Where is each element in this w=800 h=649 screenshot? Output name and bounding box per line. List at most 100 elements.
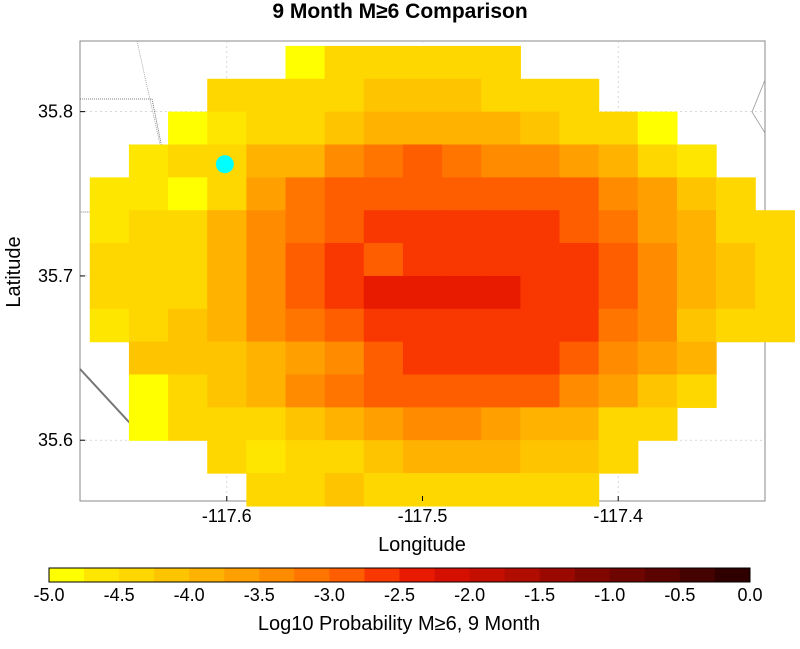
colorbar-tick-label: -4.0 <box>174 585 205 605</box>
heatmap-cell <box>324 210 365 244</box>
heatmap-cell <box>207 111 247 146</box>
heatmap-cell <box>637 144 678 178</box>
colorbar-swatch <box>294 568 330 582</box>
colorbar-tick-label: -1.0 <box>594 585 625 605</box>
heatmap-cell <box>676 341 717 376</box>
heatmap-cell <box>285 45 326 80</box>
heatmap-cell <box>520 341 561 376</box>
colorbar-swatch <box>329 568 365 582</box>
heatmap-cell <box>559 210 600 244</box>
colorbar-swatch <box>189 568 225 582</box>
heatmap-cell <box>363 407 404 441</box>
heatmap-cell <box>442 111 482 146</box>
heatmap-cell <box>207 341 247 376</box>
heatmap-cell <box>363 177 404 211</box>
heatmap-cell <box>481 144 521 178</box>
heatmap-cell <box>481 210 521 244</box>
heatmap-cell <box>363 45 404 80</box>
heatmap-cell <box>716 308 756 343</box>
heatmap-cell <box>363 374 404 408</box>
heatmap-cell <box>246 374 287 408</box>
heatmap-cell <box>246 78 287 113</box>
colorbar-tick-label: -2.0 <box>454 585 485 605</box>
heatmap-cell <box>363 144 404 178</box>
x-axis-label: Longitude <box>378 534 466 556</box>
heatmap-cell <box>559 243 600 277</box>
heatmap-cell <box>285 473 326 507</box>
heatmap-cell <box>716 177 756 211</box>
heatmap-cell <box>676 243 717 277</box>
heatmap-cell <box>676 210 717 244</box>
heatmap-cell <box>324 440 365 474</box>
heatmap-cell <box>363 308 404 343</box>
heatmap-cell <box>559 111 600 146</box>
heatmap-cell <box>246 440 287 474</box>
heatmap-cell <box>520 111 561 146</box>
location-marker <box>215 155 234 174</box>
chart-title: 9 Month M≥6 Comparison <box>272 0 528 23</box>
heatmap-cell <box>442 177 482 211</box>
heatmap-cell <box>559 275 600 310</box>
heatmap-cell <box>559 78 600 113</box>
heatmap-cell <box>285 440 326 474</box>
heatmap-cell <box>324 111 365 146</box>
y-tick-label: 35.8 <box>38 102 73 122</box>
heatmap-cell <box>402 243 443 277</box>
heatmap-cell <box>520 275 561 310</box>
heatmap-cell <box>402 78 443 113</box>
colorbar-swatch <box>154 568 190 582</box>
heatmap-cell <box>128 407 169 441</box>
heatmap-cell <box>324 341 365 376</box>
heatmap-cell <box>442 275 482 310</box>
heatmap-cell <box>755 275 795 310</box>
heatmap-cell <box>168 308 208 343</box>
heatmap-cell <box>324 374 365 408</box>
heatmap-cell <box>246 210 287 244</box>
x-tick-label: -117.4 <box>593 506 643 526</box>
heatmap-cell <box>402 144 443 178</box>
heatmap-cell <box>324 45 365 80</box>
heatmap-cell <box>285 144 326 178</box>
colorbar-swatch <box>574 568 611 582</box>
heatmap-cell <box>520 308 561 343</box>
heatmap-cell <box>520 78 561 113</box>
heatmap-cell <box>363 341 404 376</box>
heatmap-cell <box>363 210 404 244</box>
heatmap-cell <box>363 473 404 507</box>
colorbar-swatch <box>399 568 436 582</box>
heatmap-cell <box>676 374 717 408</box>
heatmap-cell <box>442 45 482 80</box>
heatmap-cell <box>246 275 287 310</box>
heatmap-cell <box>168 111 208 146</box>
boundary-line <box>751 79 766 134</box>
epicenter-marker <box>215 155 234 174</box>
heatmap-cell <box>128 210 169 244</box>
heatmap-cell <box>168 210 208 244</box>
heatmap-cell <box>128 243 169 277</box>
heatmap-cell <box>481 407 521 441</box>
colorbar-swatch <box>224 568 260 582</box>
heatmap-cell <box>246 341 287 376</box>
heatmap-cell <box>637 243 678 277</box>
colorbar-swatch <box>259 568 295 582</box>
heatmap-cell <box>716 243 756 277</box>
y-axis-ticks: 35.6 35.7 35.8 <box>38 102 85 450</box>
heatmap-cell <box>89 210 130 244</box>
heatmap-cell <box>442 144 482 178</box>
heatmap-cell <box>402 407 443 441</box>
heatmap-cell <box>481 308 521 343</box>
heatmap-cell <box>442 243 482 277</box>
heatmap-cell <box>324 177 365 211</box>
heatmap-cell <box>755 308 795 343</box>
heatmap-cell <box>676 144 717 178</box>
colorbar-swatch <box>714 568 751 582</box>
heatmap-cell <box>402 341 443 376</box>
colorbar-swatch <box>539 568 576 582</box>
heatmap-cell <box>168 374 208 408</box>
heatmap-cell <box>207 275 247 310</box>
heatmap-cell <box>246 473 287 507</box>
heatmap-cell <box>285 210 326 244</box>
colorbar-tick-label: -5.0 <box>33 585 64 605</box>
heatmap-cell <box>598 341 639 376</box>
